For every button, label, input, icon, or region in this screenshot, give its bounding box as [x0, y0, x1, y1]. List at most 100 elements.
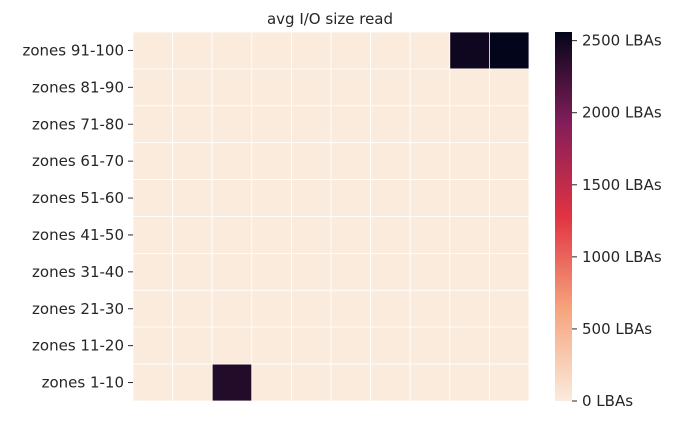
heatmap-cell [251, 289, 292, 328]
heatmap-cell [409, 31, 451, 70]
heatmap-cell [172, 289, 213, 328]
colorbar-tick-label: 0 LBAs [582, 392, 633, 410]
heatmap-cell [409, 252, 451, 291]
row-label: zones 51-60 [32, 189, 124, 207]
heatmap-cell [251, 31, 292, 70]
row-label: zones 1-10 [42, 374, 124, 392]
row-label: zones 81-90 [32, 78, 124, 96]
heatmap-cell [409, 68, 451, 107]
heatmap-cell [449, 68, 490, 107]
heatmap-cell [449, 252, 490, 291]
heatmap-cell [132, 31, 173, 70]
row-label: zones 31-40 [32, 263, 124, 281]
heatmap-cell [251, 216, 292, 254]
heatmap-cell [290, 142, 332, 180]
row-label: zones 91-100 [23, 41, 125, 59]
heatmap-cell [132, 216, 173, 254]
heatmap-cell [330, 289, 371, 328]
heatmap-cell [370, 142, 411, 180]
heatmap-cell [290, 289, 332, 328]
heatmap-cell [330, 68, 371, 107]
row-label: zones 21-30 [32, 300, 124, 318]
heatmap-cell [488, 179, 530, 217]
heatmap-cell [132, 363, 173, 402]
heatmap-cell [251, 326, 292, 365]
colorbar-tick-label: 2500 LBAs [582, 32, 662, 50]
heatmap-cell [172, 68, 213, 107]
heatmap-cell [370, 252, 411, 291]
heatmap-cell [290, 105, 332, 144]
heatmap-cell [211, 216, 253, 254]
heatmap-cell [449, 179, 490, 217]
heatmap-cell [251, 363, 292, 402]
heatmap-cell [211, 326, 253, 365]
heatmap-cell [449, 142, 490, 180]
heatmap-cell [290, 31, 332, 70]
heatmap-cell [449, 216, 490, 254]
heatmap-cell [172, 216, 213, 254]
heatmap-cell [488, 105, 530, 144]
heatmap-cell [211, 105, 253, 144]
heatmap-cell [290, 179, 332, 217]
heatmap-cell [409, 363, 451, 402]
heatmap-cell [211, 289, 253, 328]
heatmap-cell [409, 179, 451, 217]
heatmap-cell [132, 179, 173, 217]
heatmap-cell [132, 289, 173, 328]
heatmap-cell [172, 105, 213, 144]
heatmap-cell [172, 363, 213, 402]
heatmap-cell [330, 216, 371, 254]
heatmap-cell [290, 252, 332, 291]
colorbar [555, 32, 572, 401]
heatmap-cell [251, 252, 292, 291]
heatmap-cell [330, 179, 371, 217]
row-label: zones 11-20 [32, 337, 124, 355]
row-labels: zones 91-100 zones 81-90 zones 71-80 zones … [23, 41, 133, 392]
heatmap-cell [211, 363, 253, 402]
heatmap-cell [488, 363, 530, 402]
heatmap-cell [488, 216, 530, 254]
heatmap-cell [449, 289, 490, 328]
heatmap-cell [251, 179, 292, 217]
heatmap-cell [211, 142, 253, 180]
heatmap-cells [132, 31, 530, 402]
heatmap-cell [409, 105, 451, 144]
heatmap-cell [132, 252, 173, 291]
heatmap-cell [330, 31, 371, 70]
heatmap-cell [370, 289, 411, 328]
heatmap-cell [251, 68, 292, 107]
heatmap-cell [290, 326, 332, 365]
colorbar-tick-label: 1000 LBAs [582, 248, 662, 266]
heatmap-cell [290, 68, 332, 107]
heatmap-cell [132, 142, 173, 180]
heatmap-cell [449, 105, 490, 144]
heatmap-cell [211, 252, 253, 291]
row-label: zones 71-80 [32, 115, 124, 133]
heatmap-cell [488, 289, 530, 328]
heatmap-cell [370, 363, 411, 402]
heatmap-cell [211, 179, 253, 217]
heatmap-cell [172, 179, 213, 217]
heatmap-cell [370, 105, 411, 144]
heatmap-cell [488, 31, 530, 70]
heatmap-cell [488, 326, 530, 365]
colorbar-tick-label: 500 LBAs [582, 320, 652, 338]
heatmap-cell [211, 68, 253, 107]
heatmap-cell [449, 363, 490, 402]
heatmap-cell [449, 31, 490, 70]
heatmap-cell [409, 289, 451, 328]
heatmap-cell [172, 326, 213, 365]
heatmap-cell [409, 142, 451, 180]
heatmap-cell [330, 326, 371, 365]
heatmap-cell [172, 31, 213, 70]
heatmap-cell [370, 216, 411, 254]
heatmap-cell [211, 31, 253, 70]
heatmap-cell [290, 363, 332, 402]
heatmap-cell [251, 142, 292, 180]
chart-title: avg I/O size read [267, 10, 393, 28]
heatmap-cell [251, 105, 292, 144]
heatmap-cell [330, 105, 371, 144]
heatmap-cell [172, 252, 213, 291]
heatmap-cell [488, 252, 530, 291]
